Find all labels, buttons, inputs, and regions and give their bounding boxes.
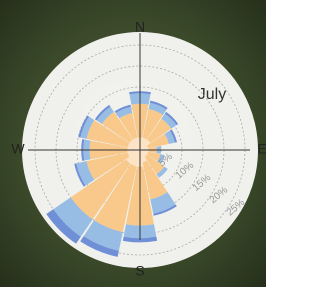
compass-label: E — [257, 141, 266, 157]
compass-label: N — [135, 19, 145, 35]
chart-title: July — [198, 86, 226, 103]
compass-label: W — [11, 141, 25, 157]
compass-label: S — [135, 263, 144, 279]
